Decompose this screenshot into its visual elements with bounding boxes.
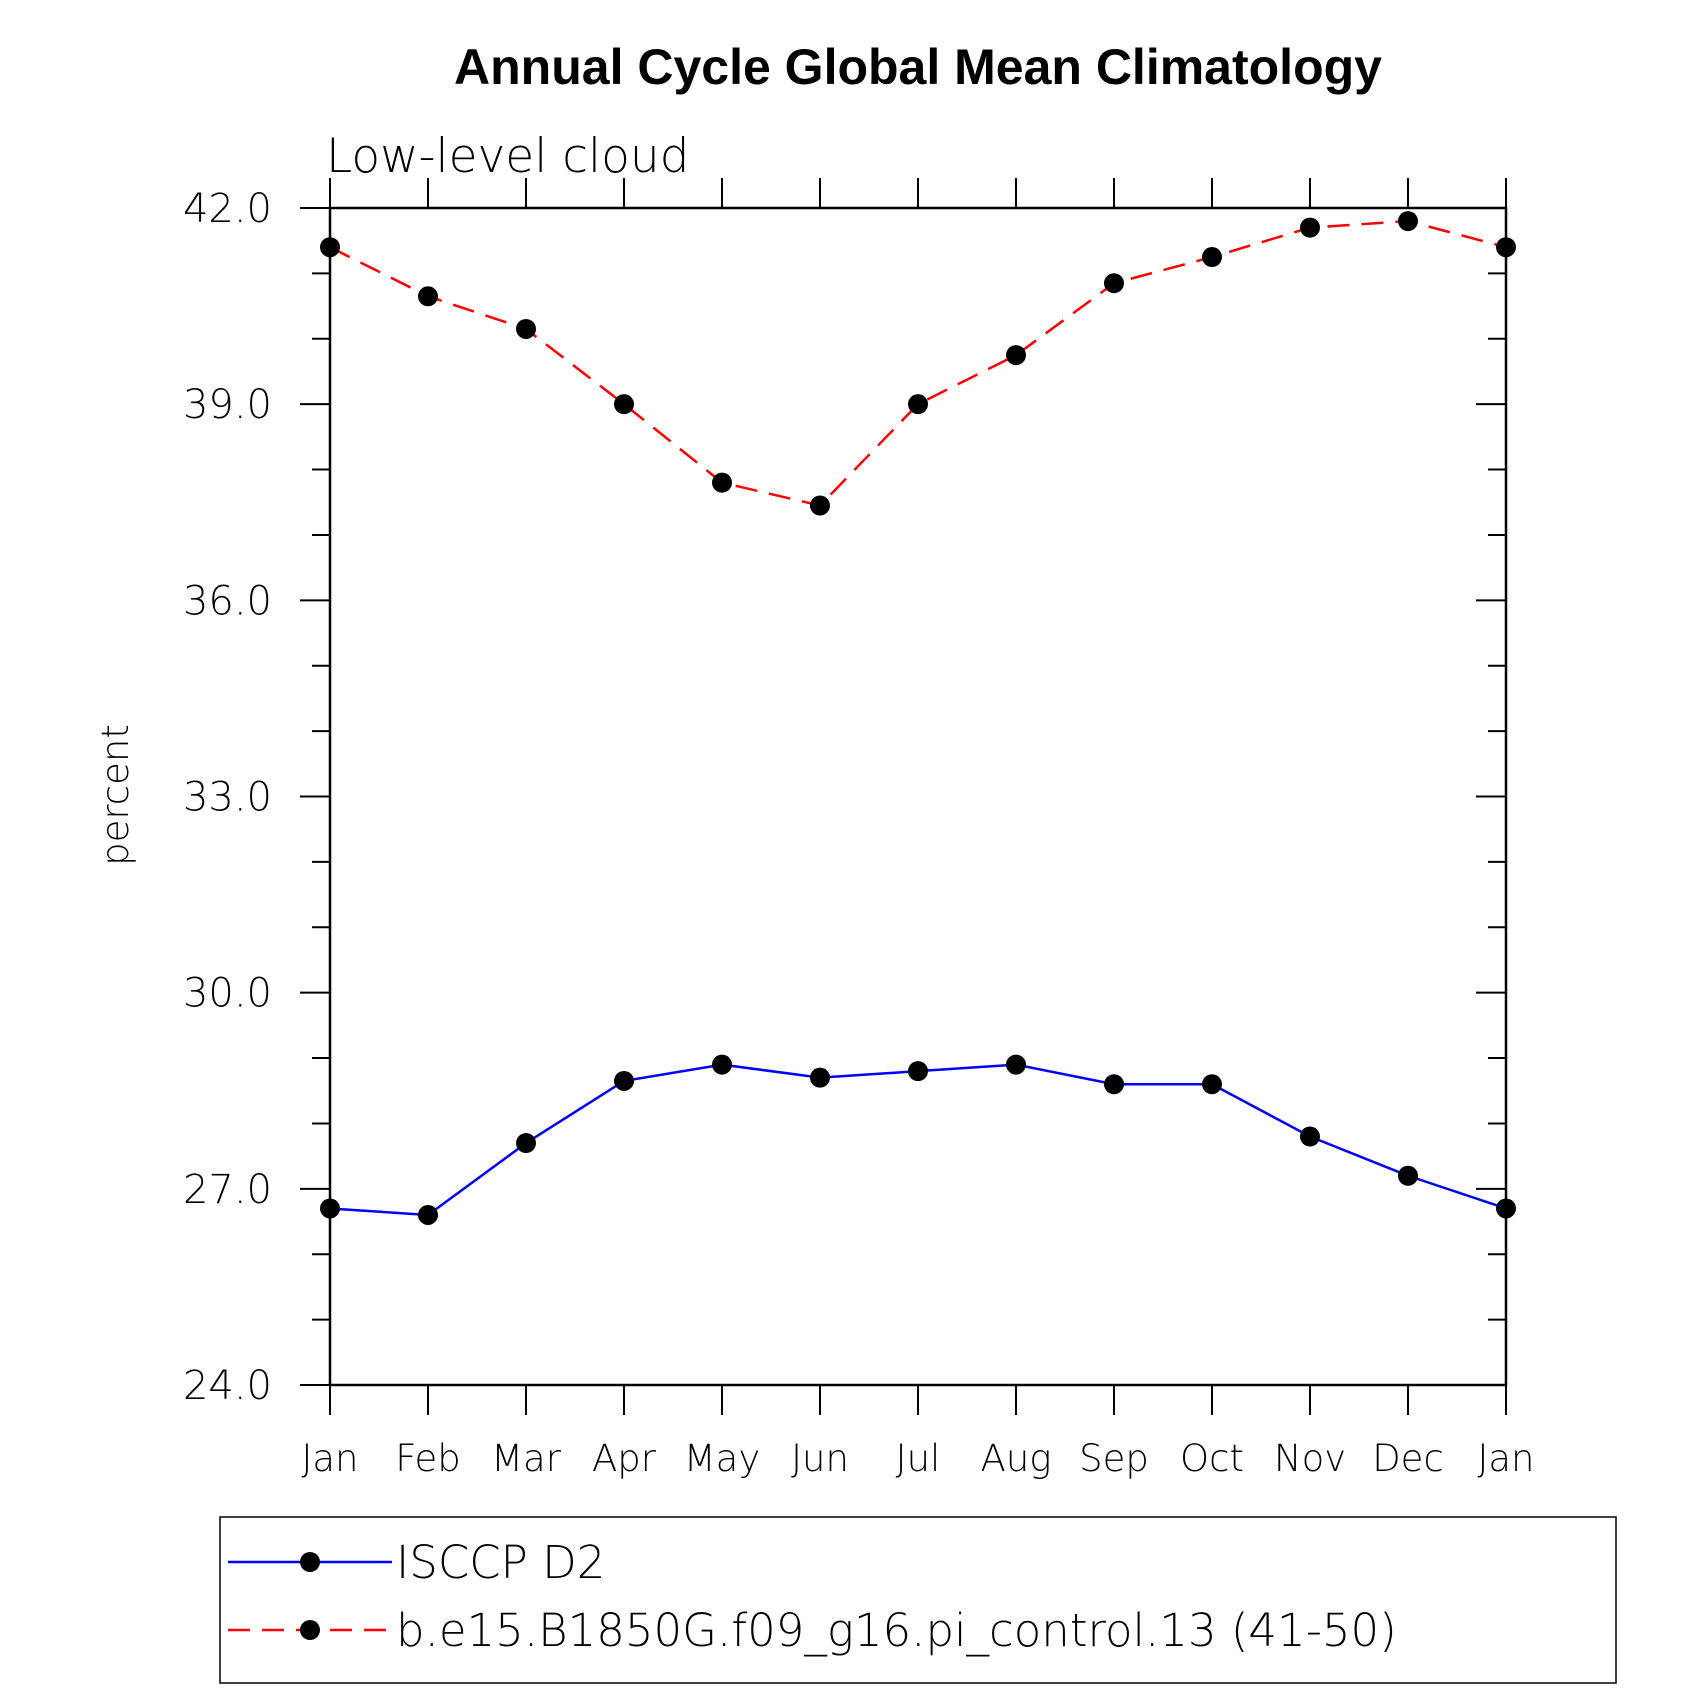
y-tick-label: 36.0: [183, 578, 272, 624]
series-2-point: [320, 237, 340, 258]
x-tick-label: Jan: [1477, 1437, 1534, 1480]
x-tick-label: Nov: [1274, 1437, 1346, 1480]
axis-ticks: [300, 178, 1507, 1415]
series-2-point: [614, 394, 634, 415]
series-line-2: [329, 219, 1507, 507]
series-2-point: [1496, 237, 1516, 258]
series-1-point: [810, 1067, 830, 1088]
series-1-point: [1202, 1074, 1222, 1095]
x-tick-label: Feb: [395, 1437, 461, 1480]
x-tick-label: Dec: [1372, 1437, 1444, 1480]
x-tick-label: Mar: [491, 1437, 562, 1480]
chart-subtitle: Low-level cloud: [326, 129, 690, 184]
y-tick-label: 33.0: [183, 775, 272, 821]
series-1-point: [320, 1198, 340, 1219]
series-2-point: [1398, 211, 1418, 232]
x-tick-label: Aug: [981, 1437, 1052, 1480]
series-2-point: [712, 472, 732, 493]
series-1-point: [1300, 1126, 1320, 1147]
legend-marker-1: [300, 1552, 320, 1572]
series-2-point: [1300, 217, 1320, 238]
x-tick-label: Oct: [1180, 1437, 1244, 1480]
x-tick-labels: Jan Feb Mar Apr May Jun Jul Aug Sep Oct Nov Dec Jan: [301, 1437, 1534, 1480]
x-tick-label: Jul: [896, 1437, 941, 1480]
x-tick-label: May: [684, 1437, 761, 1480]
series-1-point: [418, 1204, 438, 1225]
series-1-point: [1104, 1074, 1124, 1095]
series-1-point: [516, 1133, 536, 1154]
x-tick-label: Jun: [791, 1437, 849, 1480]
series-2-point: [516, 318, 536, 339]
y-tick-label: 27.0: [183, 1167, 272, 1213]
legend-box: [219, 1516, 1617, 1684]
legend-label-2: b.e15.B1850G.f09_g16.pi_control.13 (41-5…: [396, 1604, 1397, 1657]
series-2-point: [1202, 247, 1222, 268]
series-1-point: [1006, 1054, 1026, 1075]
y-tick-label: 39.0: [183, 382, 272, 428]
y-tick-label: 24.0: [183, 1363, 272, 1409]
plot-frame: [328, 206, 1508, 1387]
series-2-point: [810, 495, 830, 516]
x-tick-label: Sep: [1079, 1437, 1149, 1480]
series-2-point: [418, 286, 438, 307]
legend-label-1: ISCCP D2: [396, 1536, 605, 1589]
series-2-point: [908, 394, 928, 415]
y-axis-label: percent: [94, 724, 137, 866]
series-1-point: [1496, 1198, 1516, 1219]
x-tick-label: Apr: [592, 1437, 657, 1480]
y-tick-labels: 24.0 27.0 30.0 33.0 36.0 39.0 42.0: [183, 186, 272, 1409]
series-1-point: [1398, 1165, 1418, 1186]
series-layer: [320, 211, 1516, 1225]
y-tick-label: 30.0: [183, 971, 272, 1017]
x-tick-label: Jan: [301, 1437, 358, 1480]
series-1-point: [908, 1061, 928, 1082]
series-2-point: [1006, 345, 1026, 366]
legend: ISCCP D2 b.e15.B1850G.f09_g16.pi_control.…: [228, 1536, 1397, 1657]
legend-marker-2: [300, 1620, 320, 1640]
series-2-point: [1104, 273, 1124, 294]
series-1-point: [614, 1070, 634, 1091]
chart-title: Annual Cycle Global Mean Climatology: [454, 39, 1382, 95]
y-tick-label: 42.0: [183, 186, 272, 232]
series-1-point: [712, 1054, 732, 1075]
series-line-1: [329, 1063, 1507, 1217]
